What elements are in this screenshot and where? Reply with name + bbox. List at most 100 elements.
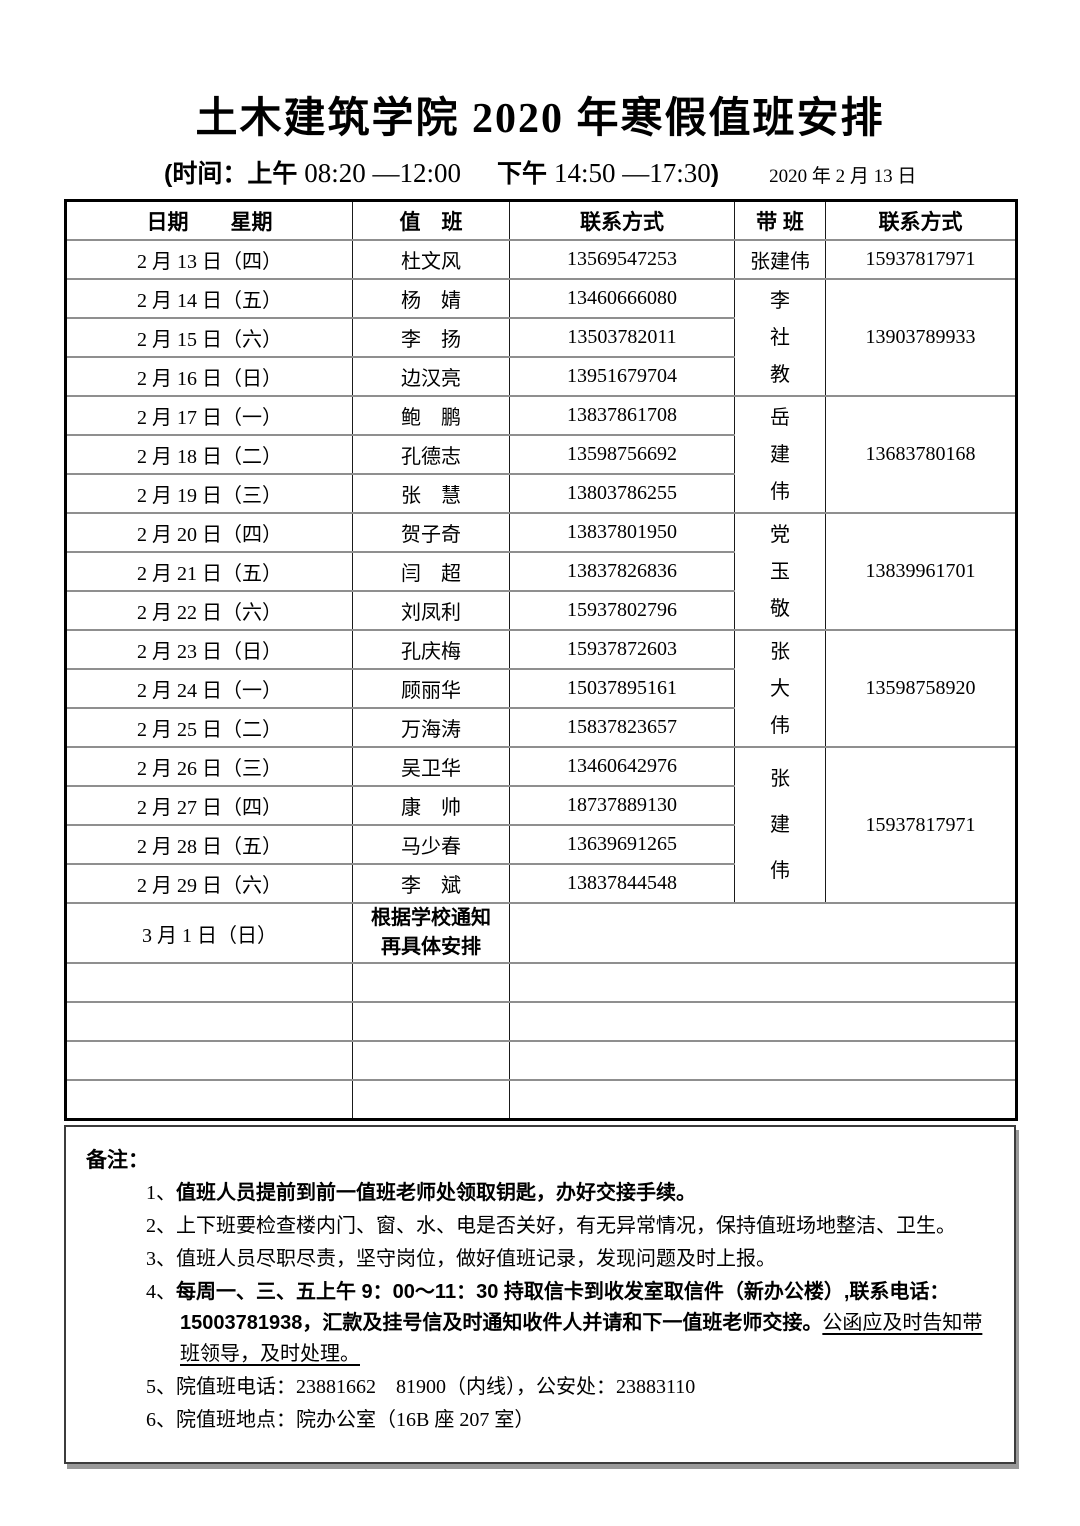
duty-table-body: 2 月 13 日（四） 杜文风 13569547253 张建伟 15937817971 2… [65,239,1017,1121]
duty-row: 2 月 19 日（三）张 慧 13803786255 [65,473,1017,515]
date-cell: 3 月 1 日（日） [65,902,353,965]
note-text: 院值班电话：23881662 81900（内线），公安处：23883110 [176,1376,696,1399]
note-number: 3、 [146,1248,176,1271]
lead-phone-cell: 13903789933 [825,278,1017,398]
subtitle-close: ) [710,160,720,189]
header-row: 日期 星期 值 班 联系方式 带 班 联系方式 [65,199,1017,242]
duty-name-cell: 李 扬 [352,317,510,359]
note-item: 2、上下班要检查楼内门、窗、水、电是否关好，有无异常情况，保持值班场地整洁、卫生… [84,1211,1002,1242]
duty-phone-cell: 15937872603 [509,629,735,671]
lead-name-char: 李 [770,289,790,312]
header-cell-duty: 值 班 [352,199,510,242]
duty-name-cell: 康 帅 [352,785,510,827]
note-text-bold: 每周一、三、五上午 9：00～11：30 持取信卡到收发室取信件（新办公楼）,联… [176,1281,950,1335]
duty-phone-cell: 13837844548 [509,863,735,905]
duty-row: 2 月 22 日（六） 刘凤利 15937802796 [65,590,1017,632]
date-cell: 2 月 19 日（三） [65,473,353,515]
lead-name-vertical: 张建伟 [735,769,825,881]
date-cell: 2 月 20 日（四） [65,512,353,554]
lead-name-cell: 李社教 [734,278,826,398]
duty-row: 2 月 26 日（三） 吴卫华 13460642976 张建伟 15937817971 [65,746,1017,905]
duty-name-cell: 马少春 [352,824,510,866]
lead-name-char: 玉 [770,560,790,583]
header-cell-lead: 带 班 [734,199,826,242]
lead-name-cell: 张建伟 [734,239,826,281]
duty-row: 2 月 25 日（二） 万海涛 15837823657 [65,707,1017,749]
note-item: 6、院值班地点：院办公室（16B 座 207 室） [84,1405,1002,1436]
date-cell: 2 月 15 日（六） [65,317,353,359]
date-cell: 2 月 29 日（六） [65,863,353,905]
lead-phone-cell: 15937817971 [825,239,1017,281]
lead-phone-cell: 13683780168 [825,395,1017,515]
note-number: 2、 [146,1215,176,1238]
issue-date: 2020 年 2 月 13 日 [769,166,917,188]
lead-name-char: 张 [770,768,790,791]
note-number: 5、 [146,1376,176,1399]
duty-name-cell: 杜文风 [352,239,510,281]
duty-name-cell: 刘凤利 [352,590,510,632]
date-cell: 2 月 25 日（二） [65,707,353,749]
lead-name-char: 岳 [770,406,790,429]
duty-row: 2 月 23 日（日） 孔庆梅 15937872603 张大伟 13598758920 [65,629,1017,749]
date-cell [65,962,353,1004]
merged-empty-cell [509,1001,1017,1043]
duty-name-cell: 鲍 鹏 [352,395,510,437]
time-subtitle: (时间：上午 08:20 —12:00 下午 14:50 —17:30) 2020 … [164,154,1016,190]
lead-name-vertical: 李社教 [735,291,825,385]
duty-name-cell: 孔庆梅 [352,629,510,671]
date-cell: 2 月 23 日（日） [65,629,353,671]
note-text: 院值班地点：院办公室（16B 座 207 室） [176,1409,535,1432]
header-cell-lead-contact: 联系方式 [825,199,1017,242]
empty-row [65,1079,1017,1121]
duty-name-cell: 李 斌 [352,863,510,905]
duty-name-cell: 孔德志 [352,434,510,476]
note-item: 3、值班人员尽职尽责，坚守岗位，做好值班记录，发现问题及时上报。 [84,1244,1002,1275]
duty-row: 2 月 15 日（六）李 扬 13503782011 [65,317,1017,359]
duty-name-cell: 吴卫华 [352,746,510,788]
lead-name-char: 大 [770,677,790,700]
note-number: 6、 [146,1409,176,1432]
lead-name-char: 建 [770,443,790,466]
duty-row: 2 月 20 日（四） 贺子奇 13837801950 党玉敬 13839961701 [65,512,1017,632]
duty-row: 2 月 21 日（五）闫 超 13837826836 [65,551,1017,593]
empty-row [65,1040,1017,1082]
notice-cell: 根据学校通知 再具体安排 [352,902,510,965]
notice-row: 3 月 1 日（日） 根据学校通知 再具体安排 [65,902,1017,965]
page-title: 土木建筑学院 2020 年寒假值班安排 [195,96,885,142]
pm-label: 下午 [497,160,554,189]
empty-row [65,1001,1017,1043]
date-cell: 2 月 18 日（二） [65,434,353,476]
duty-phone-cell: 13837826836 [509,551,735,593]
duty-phone-cell: 13837801950 [509,512,735,554]
lead-name-char: 伟 [770,714,790,737]
duty-name-cell: 顾丽华 [352,668,510,710]
note-item: 4、每周一、三、五上午 9：00～11：30 持取信卡到收发室取信件（新办公楼）… [84,1277,1002,1370]
lead-name-char: 伟 [770,480,790,503]
duty-phone-cell: 13951679704 [509,356,735,398]
lead-name-char: 社 [770,326,790,349]
duty-row: 2 月 27 日（四）康 帅 18737889130 [65,785,1017,827]
duty-name-cell: 万海涛 [352,707,510,749]
merged-empty-cell [509,902,1017,965]
lead-name-char: 教 [770,363,790,386]
lead-name-char: 敬 [770,597,790,620]
lead-name-char: 党 [770,523,790,546]
note-text-bold: 值班人员提前到前一值班老师处领取钥匙，办好交接手续。 [176,1182,696,1205]
merged-empty-cell [509,962,1017,1004]
duty-row: 2 月 16 日（日） 边汉亮 13951679704 [65,356,1017,398]
duty-phone-cell: 13460666080 [509,278,735,320]
empty-row [65,962,1017,1004]
lead-name-cell: 岳建伟 [734,395,826,515]
note-item: 1、值班人员提前到前一值班老师处领取钥匙，办好交接手续。 [84,1178,1002,1209]
merged-empty-cell [509,1040,1017,1082]
pm-time: 14:50 —17:30 [554,158,711,189]
lead-phone-cell: 13598758920 [825,629,1017,749]
duty-phone-cell: 13803786255 [509,473,735,515]
duty-row: 2 月 28 日（五） 马少春 13639691265 [65,824,1017,866]
date-cell [65,1079,353,1121]
date-cell: 2 月 26 日（三） [65,746,353,788]
duty-phone-cell: 13460642976 [509,746,735,788]
date-cell: 2 月 27 日（四） [65,785,353,827]
duty-name-cell: 张 慧 [352,473,510,515]
date-cell [65,1001,353,1043]
